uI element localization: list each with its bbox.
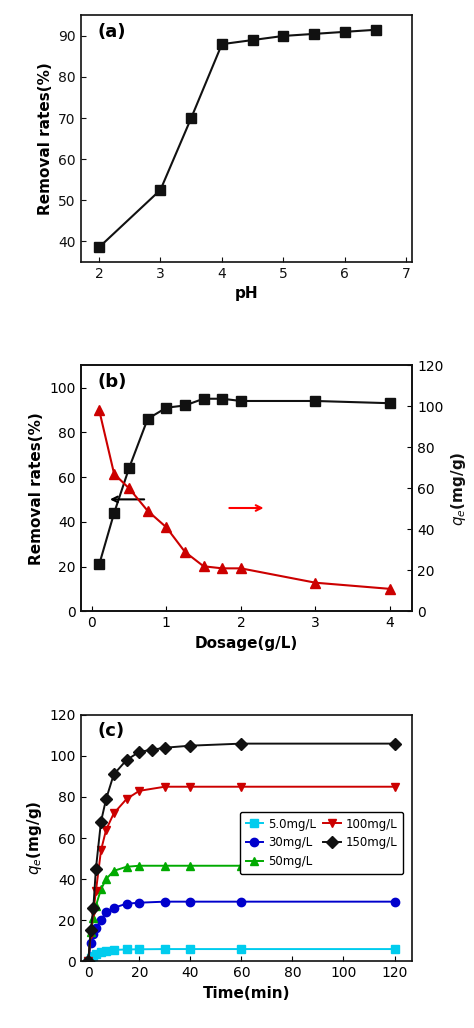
X-axis label: Dosage(g/L): Dosage(g/L) bbox=[195, 636, 298, 651]
50mg/L bbox=[111, 865, 117, 877]
50mg/L bbox=[188, 859, 193, 872]
Line: 5.0mg/L: 5.0mg/L bbox=[84, 945, 399, 965]
150mg/L bbox=[93, 862, 99, 875]
Text: (a): (a) bbox=[97, 23, 126, 41]
50mg/L bbox=[98, 883, 104, 895]
30mg/L bbox=[111, 902, 117, 914]
50mg/L bbox=[124, 860, 129, 873]
100mg/L bbox=[85, 955, 91, 967]
100mg/L bbox=[137, 784, 142, 797]
Text: (b): (b) bbox=[97, 372, 127, 391]
Y-axis label: $q_e$(mg/g): $q_e$(mg/g) bbox=[25, 801, 44, 875]
Text: (c): (c) bbox=[97, 723, 124, 740]
5.0mg/L bbox=[88, 952, 94, 964]
150mg/L bbox=[238, 737, 244, 749]
Y-axis label: $q_e$(mg/g): $q_e$(mg/g) bbox=[449, 451, 468, 525]
100mg/L bbox=[103, 823, 109, 836]
5.0mg/L bbox=[111, 944, 117, 956]
5.0mg/L bbox=[392, 943, 397, 955]
100mg/L bbox=[238, 780, 244, 793]
5.0mg/L bbox=[188, 943, 193, 955]
150mg/L bbox=[392, 737, 397, 749]
30mg/L bbox=[85, 955, 91, 967]
30mg/L bbox=[162, 895, 168, 908]
150mg/L bbox=[98, 815, 104, 828]
30mg/L bbox=[98, 914, 104, 926]
150mg/L bbox=[188, 739, 193, 751]
100mg/L bbox=[111, 807, 117, 819]
30mg/L bbox=[93, 922, 99, 934]
5.0mg/L bbox=[103, 945, 109, 957]
X-axis label: Time(min): Time(min) bbox=[203, 986, 290, 1000]
Y-axis label: Removal rates(%): Removal rates(%) bbox=[29, 412, 44, 564]
5.0mg/L bbox=[137, 943, 142, 955]
100mg/L bbox=[392, 780, 397, 793]
100mg/L bbox=[188, 780, 193, 793]
50mg/L bbox=[93, 900, 99, 912]
5.0mg/L bbox=[124, 944, 129, 956]
30mg/L bbox=[188, 895, 193, 908]
150mg/L bbox=[137, 745, 142, 758]
5.0mg/L bbox=[162, 943, 168, 955]
50mg/L bbox=[162, 859, 168, 872]
150mg/L bbox=[111, 768, 117, 780]
100mg/L bbox=[124, 793, 129, 805]
Line: 150mg/L: 150mg/L bbox=[84, 739, 399, 965]
100mg/L bbox=[93, 885, 99, 897]
50mg/L bbox=[103, 873, 109, 885]
150mg/L bbox=[149, 743, 155, 756]
100mg/L bbox=[98, 844, 104, 856]
30mg/L bbox=[238, 895, 244, 908]
50mg/L bbox=[88, 926, 94, 939]
30mg/L bbox=[137, 896, 142, 909]
100mg/L bbox=[162, 780, 168, 793]
X-axis label: pH: pH bbox=[235, 286, 258, 301]
30mg/L bbox=[88, 937, 94, 949]
50mg/L bbox=[392, 859, 397, 872]
100mg/L bbox=[91, 906, 96, 918]
150mg/L bbox=[85, 955, 91, 967]
5.0mg/L bbox=[238, 943, 244, 955]
100mg/L bbox=[88, 928, 94, 941]
Line: 100mg/L: 100mg/L bbox=[84, 782, 399, 965]
150mg/L bbox=[88, 924, 94, 937]
30mg/L bbox=[91, 928, 96, 941]
5.0mg/L bbox=[91, 950, 96, 962]
Y-axis label: Removal rates(%): Removal rates(%) bbox=[37, 62, 53, 215]
150mg/L bbox=[103, 793, 109, 805]
50mg/L bbox=[137, 859, 142, 872]
50mg/L bbox=[85, 955, 91, 967]
5.0mg/L bbox=[98, 946, 104, 958]
150mg/L bbox=[91, 902, 96, 914]
5.0mg/L bbox=[85, 955, 91, 967]
150mg/L bbox=[124, 754, 129, 766]
Line: 30mg/L: 30mg/L bbox=[84, 897, 399, 965]
150mg/L bbox=[162, 741, 168, 754]
Line: 50mg/L: 50mg/L bbox=[84, 861, 399, 965]
50mg/L bbox=[91, 912, 96, 924]
Legend: 5.0mg/L, 30mg/L, 50mg/L, 100mg/L, 150mg/L: 5.0mg/L, 30mg/L, 50mg/L, 100mg/L, 150mg/… bbox=[240, 812, 403, 874]
5.0mg/L bbox=[93, 948, 99, 960]
50mg/L bbox=[238, 859, 244, 872]
30mg/L bbox=[103, 906, 109, 918]
30mg/L bbox=[124, 897, 129, 910]
30mg/L bbox=[392, 895, 397, 908]
